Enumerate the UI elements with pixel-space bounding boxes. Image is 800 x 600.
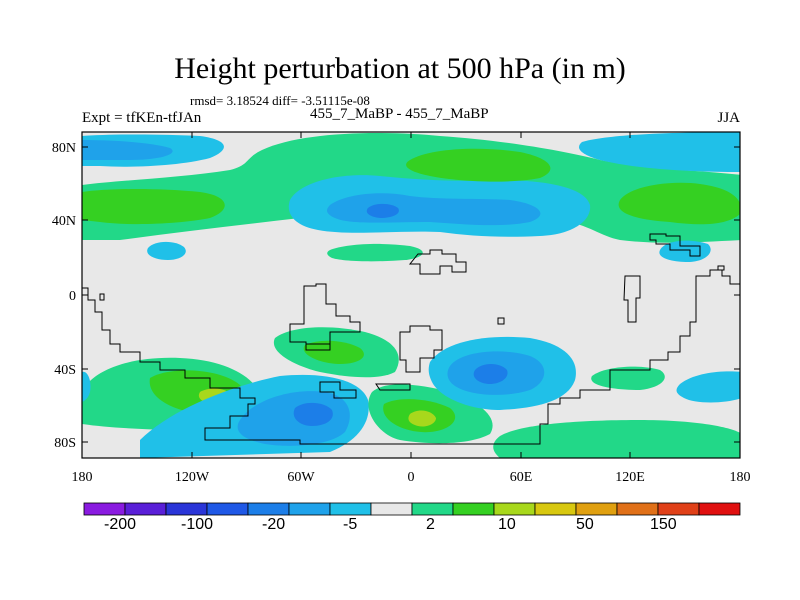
colorbar-label: -5 <box>343 516 358 533</box>
colorbar-swatch <box>329 502 372 516</box>
colorbar-swatch <box>698 502 741 516</box>
colorbar-swatch <box>370 502 413 516</box>
colorbar-swatch <box>452 502 495 516</box>
colorbar-swatch <box>83 502 126 516</box>
contour-region <box>82 189 225 225</box>
y-tick-label: 80S <box>54 436 76 451</box>
colorbar-swatch <box>616 502 659 516</box>
y-tick-label: 0 <box>69 289 76 304</box>
colorbar-swatch <box>411 502 454 516</box>
x-tick-label: 180 <box>730 470 751 485</box>
y-axis <box>82 146 740 443</box>
x-axis <box>81 132 741 458</box>
colorbar-swatch <box>493 502 536 516</box>
y-tick-label: 80N <box>52 141 76 156</box>
x-tick-label: 60E <box>510 470 533 485</box>
contour-region <box>303 340 364 364</box>
contour-region <box>408 410 436 427</box>
contour-region <box>366 203 399 218</box>
colorbar-swatch <box>247 502 290 516</box>
x-tick-label: 180 <box>72 470 93 485</box>
colorbar-label: 50 <box>576 516 594 533</box>
x-tick-label: 120E <box>615 470 645 485</box>
colorbar-swatch <box>124 502 167 516</box>
y-tick-label: 40S <box>54 363 76 378</box>
colorbar-label: -100 <box>181 516 214 533</box>
colorbar-label: 10 <box>498 516 516 533</box>
season-label: JJA <box>717 110 740 126</box>
case-label: 455_7_MaBP - 455_7_MaBP <box>310 106 489 122</box>
map-area <box>82 132 740 458</box>
contour-region <box>579 132 740 172</box>
experiment-label: Expt = tfKEn-tfJAn <box>82 110 202 126</box>
colorbar-swatch <box>288 502 331 516</box>
colorbar-swatch <box>206 502 249 516</box>
contour-region <box>82 140 173 160</box>
contour-region <box>473 364 508 384</box>
x-tick-label: 0 <box>408 470 415 485</box>
contour-region <box>147 241 186 260</box>
colorbar-label: 2 <box>426 516 435 533</box>
y-tick-labels: 80N 40N 0 40S 80S <box>52 141 76 451</box>
y-tick-label: 40N <box>52 214 76 229</box>
colorbar <box>83 502 741 516</box>
contour-region <box>82 371 91 402</box>
contour-region <box>406 148 551 182</box>
stats-text: rmsd= 3.18524 diff= -3.51115e-08 <box>190 93 370 108</box>
plot-title: Height perturbation at 500 hPa (in m) <box>174 52 626 85</box>
contour-region <box>327 243 423 262</box>
contour-region <box>618 182 740 225</box>
colorbar-swatch <box>534 502 577 516</box>
colorbar-label: -200 <box>104 516 137 533</box>
x-tick-label: 60W <box>287 470 315 485</box>
colorbar-label: -20 <box>262 516 286 533</box>
colorbar-label: 150 <box>650 516 677 533</box>
contour-region <box>293 402 333 426</box>
coastlines <box>82 233 740 445</box>
colorbar-swatch <box>575 502 618 516</box>
contour-region <box>493 420 740 458</box>
contour-region <box>676 371 740 403</box>
colorbar-swatch <box>657 502 700 516</box>
x-tick-labels: 180 120W 60W 0 60E 120E 180 <box>72 470 751 485</box>
colorbar-swatch <box>165 502 208 516</box>
x-tick-label: 120W <box>175 470 210 485</box>
